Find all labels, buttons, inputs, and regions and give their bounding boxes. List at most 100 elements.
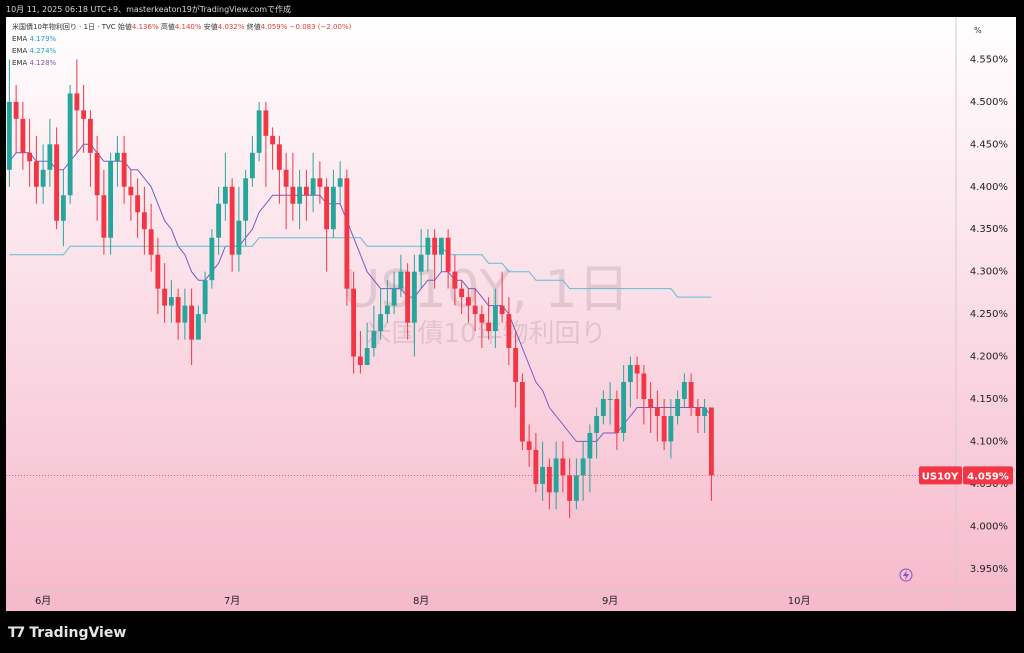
candle	[695, 399, 701, 433]
candle-body	[67, 93, 73, 196]
candle	[243, 169, 249, 247]
candle-body	[236, 220, 242, 255]
candle	[499, 271, 505, 323]
candle-body	[654, 407, 660, 416]
candle-body	[668, 415, 674, 442]
candle-body	[189, 305, 195, 340]
candle-body	[324, 186, 330, 230]
candle	[398, 254, 404, 298]
candle	[472, 288, 478, 332]
candle-body	[303, 186, 309, 196]
candle	[87, 110, 93, 187]
chart-legend: 米国債10年物利回り · 1日 · TVC 始値4.136% 高値4.140% …	[12, 21, 351, 69]
candle-body	[587, 432, 593, 459]
candle-body	[465, 297, 471, 306]
candle	[432, 229, 438, 289]
candle-body	[256, 110, 262, 153]
price-tag-value: 4.059%	[967, 471, 1009, 482]
y-tick-label: 4.200%	[970, 352, 1008, 363]
y-tick-label: 4.500%	[970, 97, 1008, 108]
price-tag-symbol-bg	[919, 466, 962, 485]
candle	[135, 178, 141, 238]
candle-body	[553, 458, 559, 493]
candle-body	[371, 331, 377, 349]
candle-body	[472, 305, 478, 315]
candle-body	[364, 348, 370, 366]
candle	[411, 254, 417, 357]
candle-body	[216, 203, 222, 238]
candle	[479, 305, 485, 349]
candle	[74, 59, 80, 153]
candle	[513, 331, 519, 408]
y-tick-label: 4.000%	[970, 521, 1008, 532]
candle-body	[634, 365, 640, 374]
axis-unit-label[interactable]: %	[974, 26, 982, 35]
candle-body	[344, 178, 350, 289]
candle	[465, 288, 471, 323]
candle-body	[452, 271, 458, 289]
y-tick-label: 4.300%	[970, 267, 1008, 278]
candle	[364, 322, 370, 366]
candle	[175, 288, 181, 340]
candle-body	[317, 178, 323, 187]
candles	[6, 59, 714, 518]
candle-body	[702, 407, 708, 416]
candle	[81, 84, 87, 153]
candle-body	[297, 186, 303, 204]
candle	[189, 288, 195, 366]
x-tick-label: 9月	[602, 595, 618, 607]
legend-ema-2[interactable]: EMA 4.274%	[12, 47, 57, 55]
legend-ema-1[interactable]: EMA 4.179%	[12, 35, 57, 43]
candle-body	[33, 161, 39, 187]
candle	[216, 186, 222, 255]
candle-body	[661, 415, 667, 442]
candle	[580, 441, 586, 501]
candle	[607, 382, 613, 425]
candle-body	[459, 288, 465, 298]
legend-ema-3[interactable]: EMA 4.128%	[12, 59, 57, 67]
candle	[492, 288, 498, 349]
candle-body	[675, 399, 681, 416]
candle-body	[101, 195, 107, 238]
x-tick-label: 8月	[413, 595, 429, 607]
candle	[162, 263, 168, 323]
candle	[330, 169, 336, 238]
candle-body	[249, 152, 255, 179]
candle-body	[351, 288, 357, 357]
candle-body	[540, 466, 546, 484]
tradingview-logo[interactable]: T7 TradingView	[8, 625, 126, 641]
candle	[405, 263, 411, 340]
candle-body	[519, 382, 525, 442]
candle	[621, 365, 627, 442]
candle-body	[128, 186, 134, 196]
candle-body	[195, 314, 201, 340]
candle-body	[580, 458, 586, 476]
candle	[459, 280, 465, 315]
candle	[337, 161, 343, 204]
candle-body	[506, 314, 512, 349]
time-axis: 6月 7月 8月 9月 10月	[35, 595, 811, 607]
candle-body	[270, 135, 276, 145]
price-chart[interactable]: US10Y, 1日 米国債10年物利回り 3.950%4.000%4.050%4…	[6, 17, 1016, 611]
candle-body	[641, 373, 647, 399]
candle	[168, 280, 174, 323]
candle-body	[573, 475, 579, 501]
candle	[108, 152, 114, 255]
candle-body	[81, 110, 87, 119]
candle-body	[13, 101, 19, 119]
candle-body	[411, 271, 417, 323]
candle	[33, 135, 39, 204]
last-price-tag[interactable]: US10Y 4.059%	[919, 466, 1013, 485]
legend-low: 4.032%	[217, 23, 245, 31]
candle-body	[405, 271, 411, 323]
candle	[627, 356, 633, 408]
candle	[391, 271, 397, 315]
candle-body	[74, 93, 80, 111]
candle	[222, 152, 228, 221]
lightning-icon[interactable]	[899, 568, 913, 582]
chart-frame[interactable]: US10Y, 1日 米国債10年物利回り 3.950%4.000%4.050%4…	[6, 17, 1016, 611]
candle-body	[438, 237, 444, 255]
price-tag-symbol: US10Y	[922, 471, 959, 482]
candle	[148, 203, 154, 272]
candle-body	[621, 382, 627, 433]
